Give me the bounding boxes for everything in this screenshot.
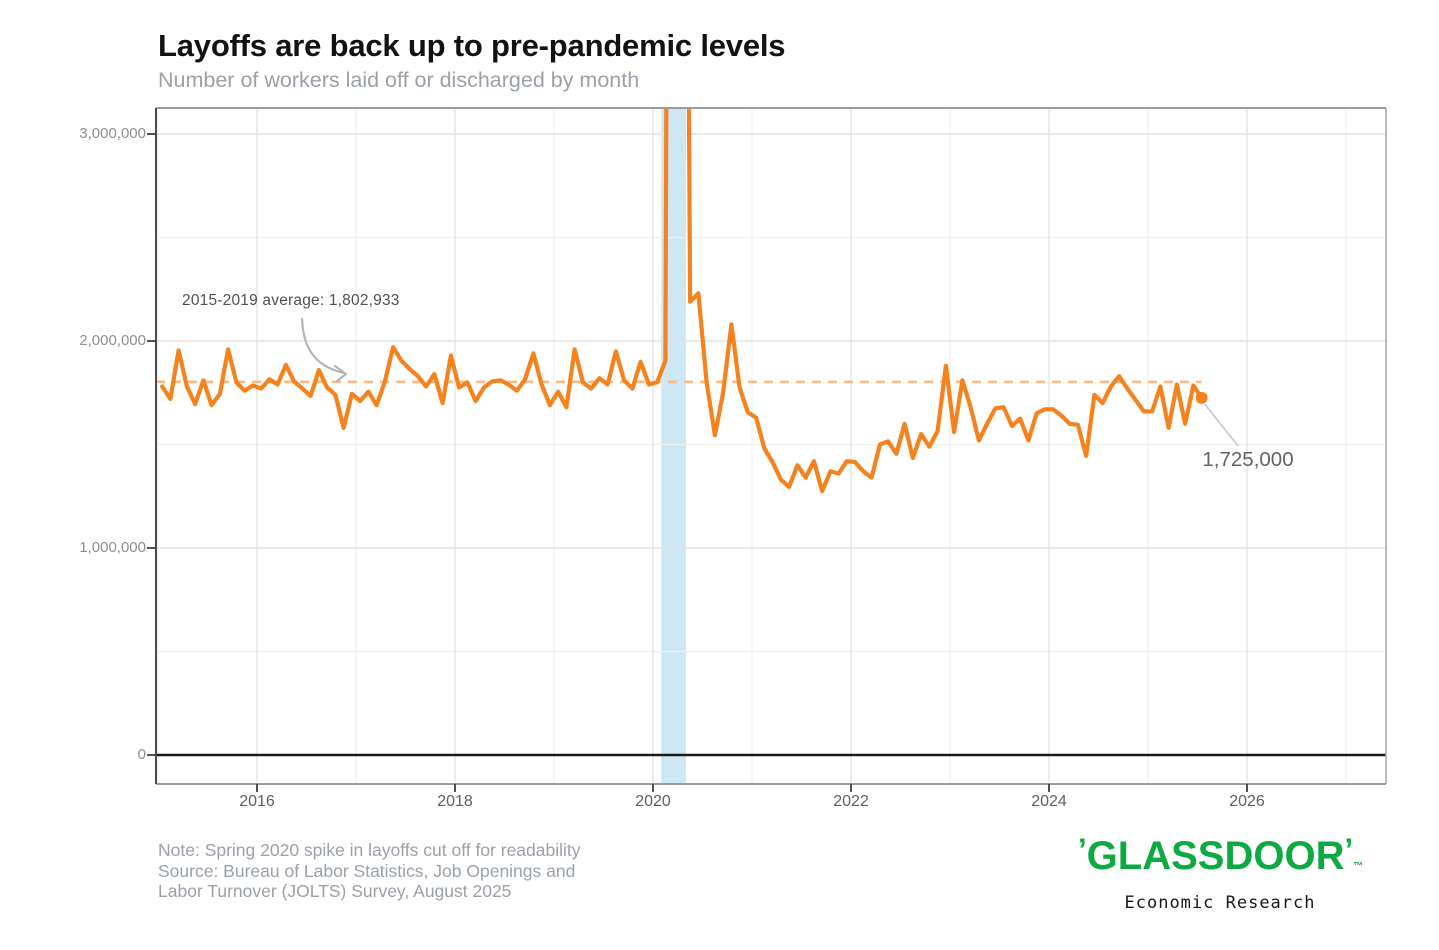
last-value-label: 1,725,000 — [1202, 448, 1294, 471]
last-value-leader-line — [1203, 403, 1239, 447]
average-annotation-label: 2015-2019 average: 1,802,933 — [182, 292, 400, 309]
page-title: Layoffs are back up to pre-pandemic leve… — [158, 28, 786, 63]
x-tick-label: 2022 — [833, 793, 869, 810]
y-tick-label: 3,000,000 — [79, 125, 146, 142]
x-tick-label: 2016 — [239, 793, 275, 810]
y-tick-label: 2,000,000 — [79, 332, 146, 349]
x-tick-label: 2018 — [437, 793, 473, 810]
logo-close-quote-icon: ’ — [1344, 832, 1354, 867]
average-annotation-arrow — [300, 317, 345, 375]
glassdoor-wordmark: ’GLASSDOOR’™ — [1078, 832, 1364, 887]
y-tick-label: 1,000,000 — [79, 539, 146, 556]
source-line-2: Labor Turnover (JOLTS) Survey, August 20… — [158, 881, 512, 901]
note-line: Note: Spring 2020 spike in layoffs cut o… — [158, 840, 581, 860]
trademark-icon: ™ — [1353, 861, 1364, 872]
last-point-dot — [1195, 391, 1208, 404]
x-tick-label: 2024 — [1031, 793, 1067, 810]
note-source-text: Note: Spring 2020 spike in layoffs cut o… — [158, 840, 718, 902]
glassdoor-logo: ’GLASSDOOR’™ Economic Research — [1078, 832, 1364, 913]
x-tick-label: 2026 — [1229, 793, 1265, 810]
x-tick-label: 2020 — [635, 793, 671, 810]
source-line-1: Source: Bureau of Labor Statistics, Job … — [158, 860, 576, 881]
y-tick-label: 0 — [137, 746, 146, 763]
layoffs-series-line — [160, 108, 1204, 494]
logo-tagline: Economic Research — [1124, 893, 1316, 913]
page-subtitle: Number of workers laid off or discharged… — [158, 68, 640, 92]
average-annotation-arrowhead — [333, 364, 348, 383]
logo-open-quote-icon: ’ — [1078, 832, 1087, 867]
logo-brand-text: GLASSDOOR — [1086, 834, 1345, 878]
